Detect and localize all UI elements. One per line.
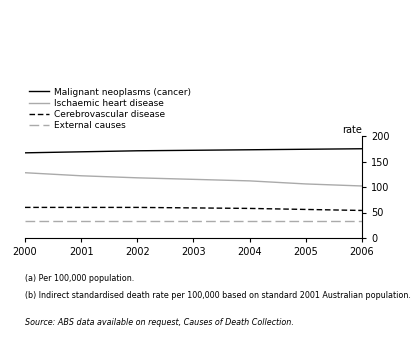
Text: (b) Indirect standardised death rate per 100,000 based on standard 2001 Australi: (b) Indirect standardised death rate per…	[25, 291, 411, 300]
Text: Source: ABS data available on request, Causes of Death Collection.: Source: ABS data available on request, C…	[25, 318, 294, 327]
Text: (a) Per 100,000 population.: (a) Per 100,000 population.	[25, 274, 134, 283]
Legend: Malignant neoplasms (cancer), Ischaemic heart disease, Cerebrovascular disease, : Malignant neoplasms (cancer), Ischaemic …	[30, 88, 191, 131]
Text: rate: rate	[342, 125, 362, 135]
